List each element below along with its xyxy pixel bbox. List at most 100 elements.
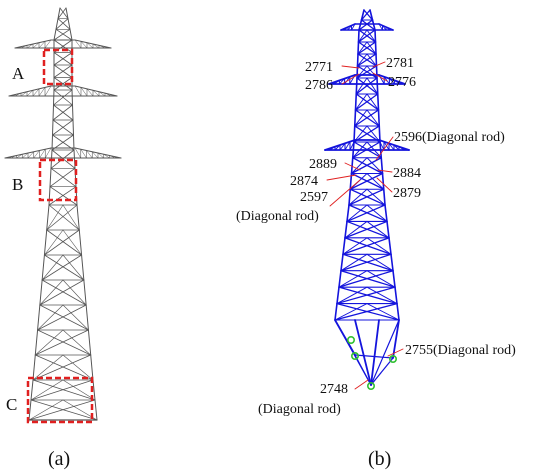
secondary-brace xyxy=(342,237,368,255)
secondary-brace xyxy=(366,270,396,288)
crossarm-web xyxy=(74,147,81,159)
tower-leg xyxy=(356,53,359,67)
crossarm-web xyxy=(344,76,351,85)
member-label-2597-note: (Diagonal rod) xyxy=(236,209,319,224)
tower-leg xyxy=(94,399,98,421)
secondary-brace xyxy=(62,229,82,256)
secondary-brace xyxy=(356,65,368,79)
crossarm-web xyxy=(32,88,40,97)
secondary-brace xyxy=(28,399,64,421)
tower-leg xyxy=(39,279,43,306)
diagonal-brace xyxy=(46,204,78,231)
leader-2755 xyxy=(387,348,404,357)
secondary-brace xyxy=(366,204,388,222)
diagonal-brace xyxy=(360,9,371,21)
secondary-brace xyxy=(357,41,368,55)
tower-leg xyxy=(377,109,381,127)
secondary-brace xyxy=(366,237,392,255)
support-markers xyxy=(346,335,397,390)
diagonal-brace xyxy=(34,354,94,381)
tower-leg xyxy=(76,204,80,231)
diagonal-brace xyxy=(354,354,372,386)
diagonal-brace xyxy=(357,41,377,55)
secondary-brace xyxy=(39,279,64,306)
leader-2874 xyxy=(326,174,357,181)
secondary-brace xyxy=(30,379,64,401)
secondary-brace xyxy=(357,53,368,67)
diagonal-brace xyxy=(53,64,73,78)
highlight-box-a xyxy=(42,48,74,86)
leader-2781 xyxy=(372,61,386,68)
secondary-brace xyxy=(366,188,386,206)
crossarm-web xyxy=(344,26,349,31)
crossarm-web xyxy=(44,85,52,97)
tower-leg xyxy=(392,319,400,359)
secondary-brace xyxy=(338,270,368,288)
tower-leg xyxy=(354,319,372,386)
crossarm-web xyxy=(394,79,401,85)
tower-leg xyxy=(87,329,92,356)
tower-leg xyxy=(354,93,358,111)
leader-2597 xyxy=(329,179,361,207)
tower-leg xyxy=(334,302,338,321)
secondary-brace xyxy=(37,304,64,331)
leader-2786 xyxy=(341,73,360,85)
crossarm-web xyxy=(44,39,52,49)
secondary-brace xyxy=(366,303,400,321)
secondary-brace xyxy=(366,157,383,174)
tower-leg xyxy=(92,379,96,401)
region-label-a: A xyxy=(12,64,25,83)
tower-leg xyxy=(378,125,381,143)
tower-leg xyxy=(370,319,380,386)
tower-leg xyxy=(338,269,342,288)
diagonal-brace xyxy=(50,167,77,188)
tower-leg xyxy=(396,302,400,321)
diagonal-brace xyxy=(340,253,392,272)
diagonal-brace xyxy=(349,172,384,190)
secondary-brace xyxy=(46,204,64,231)
highlight-box-c xyxy=(26,376,94,424)
tower-leg xyxy=(28,399,32,421)
crossarm-web xyxy=(32,42,40,49)
tower-leg xyxy=(30,379,34,401)
tower-leg xyxy=(357,29,360,43)
diagonal-brace xyxy=(57,18,71,30)
tower-leg xyxy=(376,77,379,95)
diagonal-brace xyxy=(360,19,376,31)
diagonal-brace xyxy=(53,89,73,106)
tower-model-blue xyxy=(324,9,410,386)
diagonal-brace xyxy=(37,329,92,356)
member-label-2786: 2786 xyxy=(305,78,333,93)
leader-2884 xyxy=(377,169,393,173)
tower-leg xyxy=(348,188,352,206)
diagonal-brace xyxy=(370,319,400,386)
diagonal-brace xyxy=(34,329,89,356)
tower-leg xyxy=(384,204,388,223)
secondary-brace xyxy=(366,53,377,67)
diagonal-brace xyxy=(39,304,89,331)
diagonal-brace xyxy=(30,379,94,401)
secondary-brace xyxy=(62,254,85,281)
secondary-brace xyxy=(366,41,377,55)
member-label-2748-note: (Diagonal rod) xyxy=(258,402,341,417)
secondary-brace xyxy=(336,286,368,305)
crossarm-web xyxy=(20,45,28,49)
crossarm-chord xyxy=(8,85,52,97)
crossarm-web xyxy=(388,142,395,151)
secondary-brace xyxy=(334,303,368,321)
diagonal-brace xyxy=(41,279,87,306)
member-label-2771: 2771 xyxy=(305,60,333,75)
tower-leg xyxy=(336,286,340,305)
highlight-box-b xyxy=(38,158,78,202)
support-marker-3 xyxy=(366,381,375,390)
diagonal-brace xyxy=(336,286,396,305)
tower-leg xyxy=(392,269,396,288)
diagonal-brace xyxy=(44,254,85,281)
tower-wireframe-gray xyxy=(4,7,122,421)
crossarm-chord xyxy=(328,74,356,85)
diagonal-brace xyxy=(53,52,73,66)
crossarm-web xyxy=(38,87,46,97)
diagonal-brace xyxy=(48,186,77,206)
secondary-brace xyxy=(366,220,390,239)
